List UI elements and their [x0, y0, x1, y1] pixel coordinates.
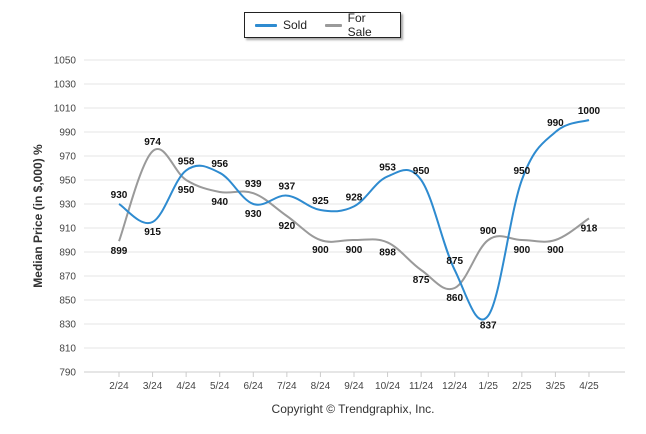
- data-labels: 930 899 915 974 958 950 956 940 930 939 937 920 925 9…: [111, 106, 601, 332]
- y-tick-label: 850: [59, 296, 76, 307]
- data-label-sold: 930: [245, 209, 262, 220]
- data-label-sold: 928: [346, 192, 363, 203]
- data-label-sold: 956: [211, 159, 228, 170]
- data-label-for-sale: 900: [312, 245, 329, 256]
- data-label-sold: 925: [312, 196, 329, 207]
- y-tick-label: 810: [59, 344, 76, 355]
- y-tick-label: 830: [59, 320, 76, 331]
- data-label-sold: 953: [379, 162, 396, 173]
- y-tick-label: 910: [59, 224, 76, 235]
- x-tick-label: 10/24: [375, 381, 400, 392]
- series-line-for-sale: [118, 148, 590, 291]
- legend-swatch-sold: [255, 23, 277, 27]
- x-tick-label: 9/24: [344, 381, 364, 392]
- x-tick-label: 6/24: [244, 381, 264, 392]
- data-label-sold: 950: [513, 166, 530, 177]
- x-tick-label: 2/25: [512, 381, 532, 392]
- y-tick-label: 890: [59, 248, 76, 259]
- y-tick-label: 1010: [54, 104, 77, 115]
- x-tick-label: 12/24: [442, 381, 467, 392]
- data-label-for-sale: 875: [413, 275, 430, 286]
- x-tick-label: 8/24: [311, 381, 331, 392]
- data-label-sold: 958: [178, 156, 195, 167]
- data-label-for-sale: 900: [513, 245, 530, 256]
- copyright: Copyright © Trendgraphix, Inc.: [271, 402, 435, 416]
- legend-label-sold: Sold: [283, 18, 308, 32]
- y-tick-label: 930: [59, 200, 76, 211]
- y-tick-label: 950: [59, 176, 76, 187]
- data-label-sold: 1000: [578, 106, 601, 117]
- axis-ticks: 790 810 830 850 870 890 910 930 950 970 990 1010 103…: [54, 56, 599, 393]
- data-label-for-sale: 900: [480, 226, 497, 237]
- data-label-for-sale: 940: [211, 197, 228, 208]
- data-label-for-sale: 939: [245, 179, 262, 190]
- x-tick-label: 7/24: [277, 381, 297, 392]
- x-tick-label: 3/24: [143, 381, 163, 392]
- data-label-for-sale: 900: [547, 245, 564, 256]
- y-tick-label: 870: [59, 272, 76, 283]
- x-tick-label: 2/24: [109, 381, 129, 392]
- y-tick-label: 970: [59, 152, 76, 163]
- data-label-sold: 915: [144, 227, 161, 238]
- series-line-sold: [118, 119, 590, 321]
- data-label-for-sale: 950: [178, 185, 195, 196]
- data-label-for-sale: 974: [144, 137, 161, 148]
- x-tick-label: 4/25: [579, 381, 599, 392]
- grid: [84, 59, 625, 377]
- legend-swatch-for-sale: [325, 23, 342, 27]
- y-tick-label: 990: [59, 128, 76, 139]
- y-axis-label: Median Price (in $,000) %: [31, 144, 45, 288]
- y-tick-label: 1050: [54, 56, 77, 67]
- data-label-for-sale: 920: [279, 221, 296, 232]
- y-tick-label: 790: [59, 368, 76, 379]
- legend: Sold For Sale: [244, 11, 401, 39]
- data-label-sold: 837: [480, 321, 497, 332]
- x-tick-label: 11/24: [409, 381, 434, 392]
- y-tick-label: 1030: [54, 80, 77, 91]
- data-label-for-sale: 898: [379, 247, 396, 258]
- x-tick-label: 4/24: [176, 381, 196, 392]
- data-label-for-sale: 860: [446, 293, 463, 304]
- x-tick-label: 3/25: [546, 381, 566, 392]
- data-label-sold: 937: [279, 182, 296, 193]
- legend-label-for-sale: For Sale: [347, 11, 372, 39]
- x-tick-label: 1/25: [479, 381, 499, 392]
- legend-item-sold[interactable]: Sold: [255, 18, 307, 32]
- data-label-sold: 950: [413, 166, 430, 177]
- x-tick-label: 5/24: [210, 381, 230, 392]
- data-label-sold: 990: [547, 118, 564, 129]
- data-label-for-sale: 899: [111, 246, 128, 257]
- legend-item-for-sale[interactable]: For Sale: [325, 11, 382, 39]
- data-label-for-sale: 900: [346, 245, 363, 256]
- data-label-sold: 875: [446, 256, 463, 267]
- data-label-sold: 930: [111, 190, 128, 201]
- data-label-for-sale: 918: [581, 223, 598, 234]
- series-lines: [118, 119, 590, 321]
